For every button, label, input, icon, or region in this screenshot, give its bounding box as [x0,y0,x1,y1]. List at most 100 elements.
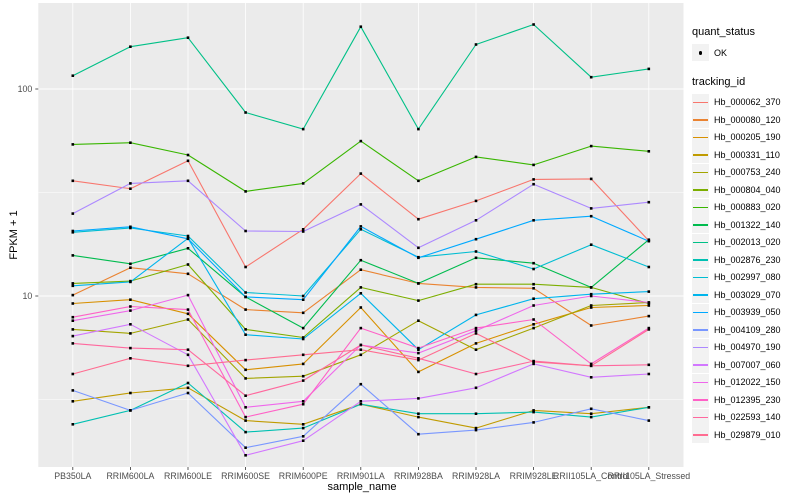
legend-item-Hb_007007_060: Hb_007007_060 [692,356,798,374]
data-point [301,182,305,185]
data-point [129,225,132,229]
data-point [301,298,305,301]
data-point [589,177,593,181]
data-point [129,346,132,350]
data-point [474,282,478,286]
data-point [186,353,190,357]
data-point [244,229,247,233]
data-point [589,294,593,298]
legend-item-label: Hb_000080_120 [714,114,781,125]
data-point [417,179,420,183]
legend-item-label: Hb_012022_150 [714,377,781,388]
data-point [474,155,478,159]
data-point [359,382,363,386]
data-point [186,153,190,157]
legend-item-label: Hb_000331_110 [714,149,780,160]
legend-item-label: Hb_004970_190 [714,342,781,353]
legend-item-label: Hb_002876_230 [714,254,781,265]
data-point [417,397,420,400]
data-point [186,386,190,390]
data-point [244,328,247,331]
legend-item-Hb_000331_110: Hb_000331_110 [692,146,798,164]
data-point [129,45,132,48]
data-point [244,377,247,380]
data-point [186,159,190,163]
legend-item-Hb_003939_050: Hb_003939_050 [692,303,798,322]
legend-key-line-icon [692,321,709,339]
data-point [129,409,132,412]
data-point [474,250,478,253]
data-point [417,412,420,415]
data-point [129,141,132,144]
legend-item-Hb_000753_240: Hb_000753_240 [692,163,798,182]
data-point [589,415,593,419]
data-point [244,190,247,193]
x-tick-label: RRIM928LA [452,471,500,481]
data-point [647,150,651,153]
tracking-id-items: Hb_000062_370 Hb_000080_120 Hb_000205_190 H… [692,93,798,444]
x-tick-label: RRIM600PE [279,471,328,481]
legend-item-Hb_000080_120: Hb_000080_120 [692,111,798,129]
y-axis-title: FPKM + 1 [8,210,20,260]
legend-key-line-icon [692,391,709,409]
legend-title-tracking-id: tracking_id [692,75,746,88]
x-tick-label: RRIM600LE [164,471,212,481]
data-point [532,362,535,366]
data-point [589,286,593,289]
legend-key-line-icon [692,268,709,286]
data-point [417,415,420,419]
legend-key-line-icon [692,233,709,251]
legend-item-Hb_029879_010: Hb_029879_010 [692,426,798,444]
data-point [532,326,535,330]
data-point [129,323,132,326]
data-point [186,381,190,385]
data-point [71,179,75,183]
data-point [589,412,593,415]
data-point [474,332,478,335]
x-tick-label: RRIM600SE [221,471,270,481]
legend-item-label: Hb_000205_190 [714,132,781,143]
y-tick-label: 10 [23,291,33,301]
x-tick-label: RRII105LA_Stressed [607,471,690,481]
data-point [71,212,75,215]
data-point [71,254,75,257]
data-point [532,318,535,321]
data-point [71,319,75,322]
legend-item-label: Hb_000753_240 [714,167,781,178]
data-point [186,247,190,250]
data-point [186,237,190,241]
data-point [301,400,305,403]
y-tick-label: 100 [18,84,33,94]
legend-key-line-icon [692,286,709,304]
data-point [359,306,363,309]
data-point [532,219,535,222]
legend-key-line-icon [692,303,709,321]
data-point [301,374,305,378]
data-point [186,293,190,297]
data-point [71,342,75,345]
legend-item-label: Hb_007007_060 [714,359,781,370]
data-point [532,182,535,186]
legend-item-label: Hb_000883_020 [714,202,781,213]
legend-item-label: Hb_000804_040 [714,184,781,195]
data-point [532,282,535,286]
legend-key-line-icon [692,356,709,374]
data-point [532,287,535,290]
data-point [532,304,535,307]
data-point [532,178,535,181]
data-point [186,391,190,395]
legend-item-label: Hb_012395_230 [714,394,781,405]
data-point [301,439,305,442]
data-point [359,268,363,271]
data-point [474,326,478,330]
data-point [532,409,535,412]
data-point [589,306,593,309]
legend-item-label: Hb_003939_050 [714,307,781,318]
data-point [244,394,247,397]
legend-key-line-icon [692,128,709,146]
data-point [359,25,363,28]
quant-status-items: OK [692,44,798,62]
data-point [71,293,75,297]
legend-item-Hb_000883_020: Hb_000883_020 [692,198,798,217]
